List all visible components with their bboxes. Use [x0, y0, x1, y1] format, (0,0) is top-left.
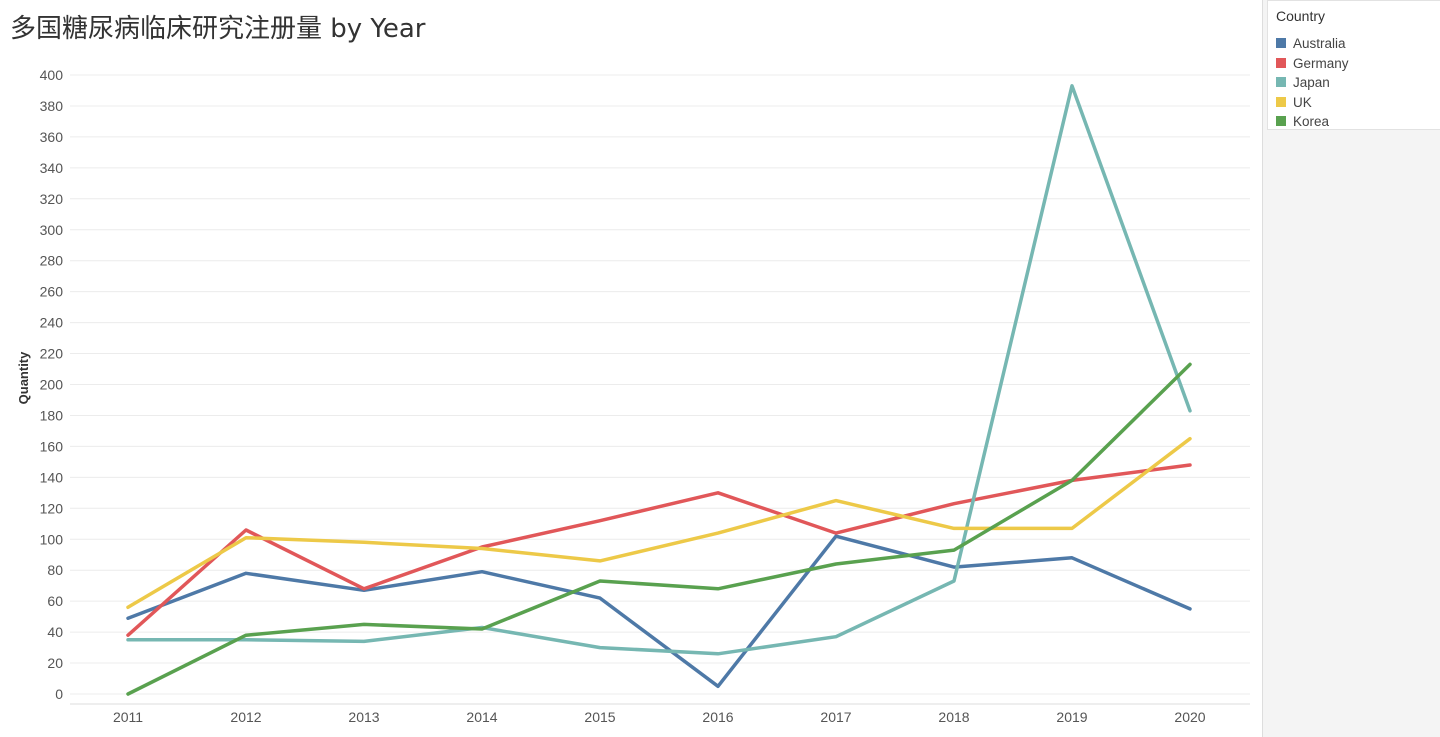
legend-title: Country [1276, 8, 1326, 24]
y-tick-label: 0 [55, 686, 63, 702]
x-tick-label: 2011 [113, 709, 143, 725]
y-tick-label: 160 [40, 438, 64, 454]
grid-lines [70, 74, 1250, 705]
legend-label: Korea [1293, 113, 1330, 129]
x-tick-label: 2014 [466, 709, 497, 725]
x-tick-label: 2020 [1174, 709, 1205, 725]
x-axis-ticks: 2011 2012 2013 2014 2015 2016 2017 2018 2019 2020 [113, 709, 1206, 725]
y-tick-label: 120 [40, 500, 64, 516]
series-line-germany[interactable] [126, 463, 1192, 637]
y-tick-label: 100 [40, 531, 64, 547]
series-line-japan[interactable] [126, 84, 1192, 656]
legend-item-australia[interactable]: Australia [1276, 34, 1346, 52]
legend-swatch [1276, 58, 1286, 68]
y-tick-label: 200 [40, 377, 64, 393]
legend-swatch [1276, 77, 1286, 87]
legend: Country Australia Germany Japan UK Korea [1267, 0, 1440, 130]
legend-item-germany[interactable]: Germany [1276, 54, 1349, 72]
x-tick-label: 2017 [820, 709, 851, 725]
x-tick-label: 2015 [584, 709, 615, 725]
legend-swatch [1276, 116, 1286, 126]
legend-panel: Country Australia Germany Japan UK Korea [1262, 0, 1440, 737]
x-tick-label: 2016 [702, 709, 733, 725]
x-tick-label: 2019 [1056, 709, 1087, 725]
line-chart: 0 20 40 60 80 100 120 140 160 180 200 220 240 260 280 3… [16, 67, 1250, 725]
legend-item-uk[interactable]: UK [1276, 93, 1312, 111]
y-tick-label: 20 [47, 655, 63, 671]
y-tick-label: 240 [40, 315, 64, 331]
y-tick-label: 180 [40, 407, 64, 423]
y-axis-label: Quantity [16, 351, 31, 404]
y-tick-label: 40 [47, 624, 63, 640]
series-line-australia[interactable] [126, 534, 1192, 689]
y-tick-label: 360 [40, 129, 64, 145]
legend-label: Germany [1293, 55, 1349, 71]
y-tick-label: 380 [40, 98, 64, 114]
legend-label: Australia [1293, 35, 1346, 51]
y-tick-label: 220 [40, 346, 64, 362]
legend-label: UK [1293, 94, 1312, 110]
y-tick-label: 320 [40, 191, 64, 207]
chart-title: 多国糖尿病临床研究注册量 by Year [10, 14, 426, 44]
legend-item-korea[interactable]: Korea [1276, 112, 1329, 130]
y-tick-label: 80 [47, 562, 63, 578]
y-tick-label: 300 [40, 222, 64, 238]
y-tick-label: 260 [40, 284, 64, 300]
series-lines [126, 84, 1192, 696]
legend-item-japan[interactable]: Japan [1276, 73, 1330, 91]
x-tick-label: 2013 [348, 709, 379, 725]
y-tick-label: 60 [47, 593, 63, 609]
y-tick-label: 280 [40, 253, 64, 269]
x-tick-label: 2018 [938, 709, 969, 725]
legend-swatch [1276, 38, 1286, 48]
y-tick-label: 400 [40, 67, 64, 83]
y-axis-ticks: 0 20 40 60 80 100 120 140 160 180 200 220 240 260 280 3… [40, 67, 64, 702]
y-tick-label: 340 [40, 160, 64, 176]
y-tick-label: 140 [40, 469, 64, 485]
series-line-uk[interactable] [126, 436, 1192, 610]
legend-label: Japan [1293, 74, 1330, 90]
x-tick-label: 2012 [230, 709, 261, 725]
series-line-korea[interactable] [126, 362, 1192, 696]
legend-swatch [1276, 97, 1286, 107]
